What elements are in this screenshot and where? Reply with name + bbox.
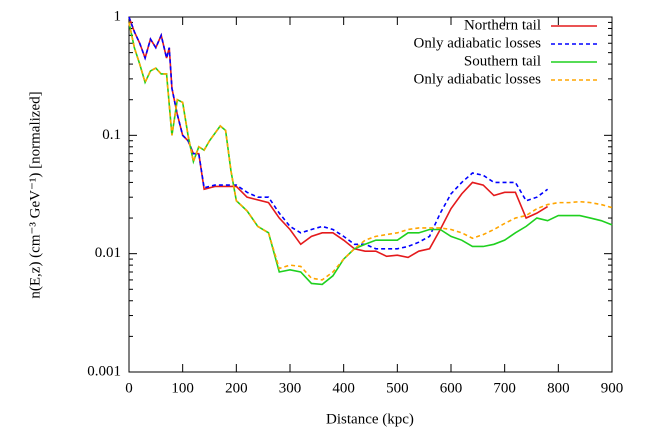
series-line bbox=[128, 16, 549, 250]
legend-label: Only adiabatic losses bbox=[414, 71, 542, 87]
y-tick-label: 0.1 bbox=[102, 127, 121, 143]
x-tick-label: 600 bbox=[440, 380, 463, 396]
legend-label: Northern tail bbox=[464, 17, 541, 33]
x-tick-label: 700 bbox=[493, 380, 516, 396]
y-tick-label: 0.01 bbox=[95, 245, 121, 261]
x-tick-label: 300 bbox=[279, 380, 302, 396]
y-tick-label: 0.001 bbox=[87, 363, 121, 379]
y-tick-label: 1 bbox=[114, 8, 122, 24]
x-tick-label: 500 bbox=[386, 380, 409, 396]
plot-frame bbox=[128, 16, 613, 373]
x-axis-title: Distance (kpc) bbox=[326, 411, 414, 427]
legend-label: Only adiabatic losses bbox=[414, 35, 542, 51]
y-axis-title: n(E,z) (cm⁻³ GeV⁻¹) [normalized] bbox=[27, 91, 43, 298]
x-tick-label: 900 bbox=[601, 380, 624, 396]
x-tick-label: 800 bbox=[547, 380, 570, 396]
legend-label: Southern tail bbox=[464, 53, 541, 69]
x-tick-label: 0 bbox=[125, 380, 133, 396]
series-line bbox=[128, 16, 549, 259]
x-tick-label: 400 bbox=[332, 380, 355, 396]
x-tick-label: 200 bbox=[225, 380, 248, 396]
series-line bbox=[128, 22, 613, 281]
x-tick-label: 100 bbox=[171, 380, 194, 396]
